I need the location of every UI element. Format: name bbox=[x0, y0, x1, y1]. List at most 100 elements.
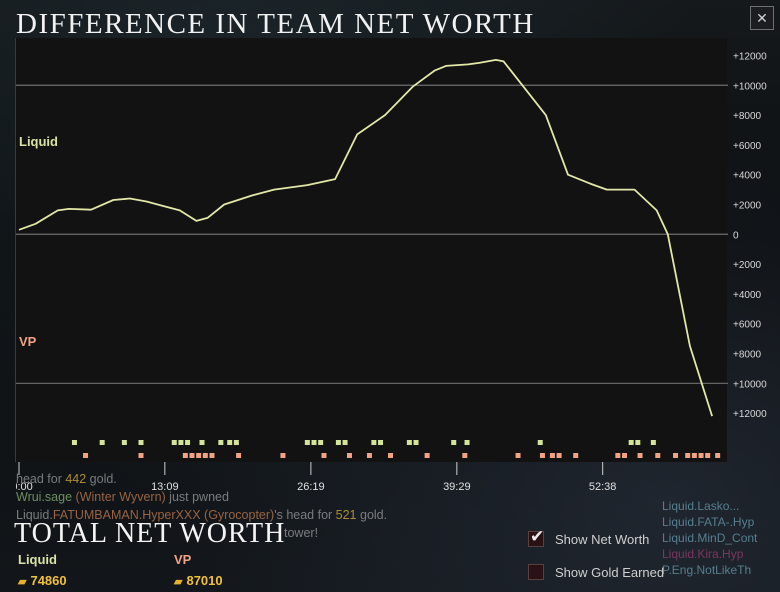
event-marker-vp bbox=[236, 453, 242, 458]
y-tick-label: +6000 bbox=[733, 320, 762, 331]
y-tick-label: +12000 bbox=[733, 51, 767, 62]
event-marker-liquid bbox=[342, 440, 348, 445]
event-marker-liquid bbox=[138, 440, 144, 445]
event-marker-vp bbox=[462, 453, 468, 458]
event-marker-liquid bbox=[413, 440, 419, 445]
kill-feed-line: Wrui.sage (Winter Wyvern) just pwned bbox=[16, 490, 229, 504]
event-marker-vp bbox=[280, 453, 286, 458]
series-line-liquid bbox=[18, 58, 713, 417]
kill-feed-line: tower! bbox=[284, 526, 319, 540]
networth-chart-panel: +12000 +10000 +8000 +6000 +4000 +2000 0 +2000 +4… bbox=[15, 38, 767, 493]
event-marker-liquid bbox=[233, 440, 239, 445]
event-marker-liquid bbox=[71, 440, 77, 445]
event-marker-vp bbox=[209, 453, 215, 458]
event-marker-vp bbox=[691, 453, 697, 458]
event-marker-liquid bbox=[406, 440, 412, 445]
side-kill-feed: Liquid.Lasko... Liquid.FATA-.Hyp Liquid.… bbox=[662, 498, 780, 578]
event-marker-vp bbox=[637, 453, 643, 458]
event-marker-vp bbox=[685, 453, 691, 458]
show-net-worth-label[interactable]: Show Net Worth bbox=[555, 532, 650, 547]
event-marker-liquid bbox=[227, 440, 233, 445]
close-icon[interactable]: ✕ bbox=[750, 6, 774, 30]
event-marker-liquid bbox=[218, 440, 224, 445]
team-label-liquid: Liquid bbox=[19, 134, 58, 149]
event-marker-vp bbox=[424, 453, 430, 458]
total-net-worth-title: TOTAL NET WORTH bbox=[14, 518, 286, 549]
event-marker-liquid bbox=[171, 440, 177, 445]
event-marker-liquid bbox=[635, 440, 641, 445]
side-feed-item: Liquid.MinD_Cont bbox=[662, 531, 758, 545]
event-marker-vp bbox=[202, 453, 208, 458]
y-tick-label: +8000 bbox=[733, 349, 762, 360]
kill-feed-line: Liquid.FATUMBAMAN.HyperXXX (Gyrocopter)'… bbox=[16, 508, 388, 522]
checkmark-icon: ✔ bbox=[530, 527, 545, 546]
event-marker-liquid bbox=[628, 440, 634, 445]
y-tick-label: +12000 bbox=[733, 409, 767, 420]
y-tick-label: +6000 bbox=[733, 141, 762, 152]
x-tick-label: 00:00 bbox=[16, 481, 33, 493]
event-marker-vp bbox=[655, 453, 661, 458]
event-marker-vp bbox=[573, 453, 579, 458]
y-tick-label: +2000 bbox=[733, 200, 762, 211]
event-marker-vp bbox=[615, 453, 621, 458]
event-marker-liquid bbox=[451, 440, 457, 445]
event-marker-vp bbox=[556, 453, 562, 458]
event-marker-liquid bbox=[650, 440, 656, 445]
event-marker-vp bbox=[622, 453, 628, 458]
total-value-vp: ▰ 87010 bbox=[174, 573, 223, 588]
event-marker-vp bbox=[515, 453, 521, 458]
event-marker-liquid bbox=[199, 440, 205, 445]
show-gold-earned-checkbox[interactable] bbox=[528, 564, 544, 580]
total-team-vp: VP bbox=[174, 552, 192, 567]
event-marker-liquid bbox=[311, 440, 317, 445]
x-tick-label: 52:38 bbox=[589, 481, 617, 493]
gold-coin-icon: ▰ bbox=[174, 576, 183, 588]
event-marker-liquid bbox=[371, 440, 377, 445]
show-net-worth-checkbox[interactable]: ✔ bbox=[528, 527, 544, 547]
side-feed-item: P.Eng.NotLikeTh bbox=[662, 563, 752, 577]
gold-coin-icon: ▰ bbox=[18, 576, 27, 588]
total-value-liquid: ▰ 74860 bbox=[18, 573, 67, 588]
show-gold-earned-label[interactable]: Show Gold Earned bbox=[555, 565, 665, 580]
event-marker-vp bbox=[83, 453, 89, 458]
kill-feed: head for 442 gold. Wrui.sage (Winter Wyv… bbox=[16, 470, 636, 542]
event-marker-liquid bbox=[537, 440, 543, 445]
event-marker-vp bbox=[196, 453, 202, 458]
event-marker-vp bbox=[549, 453, 555, 458]
event-marker-liquid bbox=[464, 440, 470, 445]
event-marker-liquid bbox=[178, 440, 184, 445]
event-marker-vp bbox=[346, 453, 352, 458]
team-label-vp: VP bbox=[19, 334, 37, 349]
event-marker-vp bbox=[366, 453, 372, 458]
y-tick-label: 0 bbox=[733, 230, 739, 241]
x-tick-label: 26:19 bbox=[297, 481, 325, 493]
y-tick-label: +4000 bbox=[733, 171, 762, 182]
y-tick-label: +8000 bbox=[733, 111, 762, 122]
event-marker-liquid bbox=[335, 440, 341, 445]
y-tick-label: +2000 bbox=[733, 260, 762, 271]
event-marker-vp bbox=[705, 453, 711, 458]
event-marker-vp bbox=[715, 453, 721, 458]
page-title: DIFFERENCE IN TEAM NET WORTH bbox=[16, 8, 535, 40]
event-marker-vp bbox=[321, 453, 327, 458]
y-tick-label: +10000 bbox=[733, 379, 767, 390]
total-team-liquid: Liquid bbox=[18, 552, 57, 567]
event-marker-vp bbox=[388, 453, 394, 458]
event-marker-liquid bbox=[99, 440, 105, 445]
event-marker-liquid bbox=[185, 440, 191, 445]
side-feed-item: Liquid.FATA-.Hyp bbox=[662, 515, 755, 529]
side-feed-item: Liquid.Kira.Hyp bbox=[662, 547, 744, 561]
event-marker-liquid bbox=[121, 440, 127, 445]
kill-feed-line: head for 442 gold. bbox=[16, 472, 117, 486]
event-marker-vp bbox=[189, 453, 195, 458]
y-tick-label: +4000 bbox=[733, 290, 762, 301]
side-feed-item: Liquid.Lasko... bbox=[662, 499, 740, 513]
networth-chart: +12000 +10000 +8000 +6000 +4000 +2000 0 +2000 +4… bbox=[16, 51, 767, 493]
event-marker-vp bbox=[673, 453, 679, 458]
event-marker-vp bbox=[539, 453, 545, 458]
event-marker-liquid bbox=[304, 440, 310, 445]
event-marker-liquid bbox=[318, 440, 324, 445]
event-marker-vp bbox=[698, 453, 704, 458]
event-marker-liquid bbox=[378, 440, 384, 445]
y-tick-label: +10000 bbox=[733, 81, 767, 92]
